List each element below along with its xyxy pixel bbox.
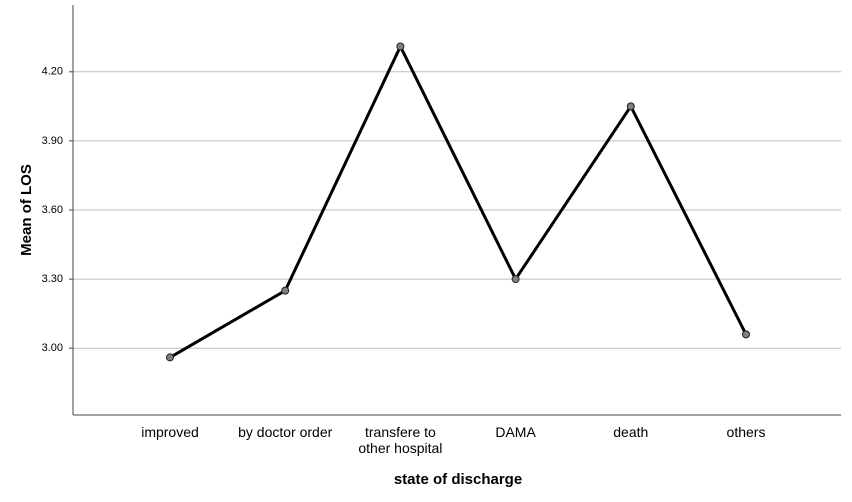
x-tick-label: death — [613, 424, 648, 440]
y-tick-label: 3.90 — [42, 135, 63, 147]
x-tick-label: improved — [141, 424, 199, 440]
y-tick-label: 4.20 — [42, 66, 63, 78]
x-axis-title: state of discharge — [394, 471, 522, 488]
point — [742, 330, 750, 339]
x-tick-label: transfere to other hospital — [358, 424, 442, 456]
x-tick-label: by doctor order — [238, 424, 332, 440]
y-axis-title: Mean of LOS — [18, 164, 35, 256]
x-tick-label: others — [727, 424, 766, 440]
point — [511, 275, 520, 284]
y-tick-label: 3.60 — [42, 204, 63, 216]
point — [166, 353, 174, 362]
point — [626, 102, 635, 111]
point — [281, 286, 290, 295]
x-tick-label: DAMA — [495, 424, 536, 440]
line — [169, 44, 748, 359]
y-tick-label: 3.30 — [42, 273, 63, 285]
point — [396, 42, 405, 51]
y-tick-label: 3.00 — [42, 342, 63, 354]
